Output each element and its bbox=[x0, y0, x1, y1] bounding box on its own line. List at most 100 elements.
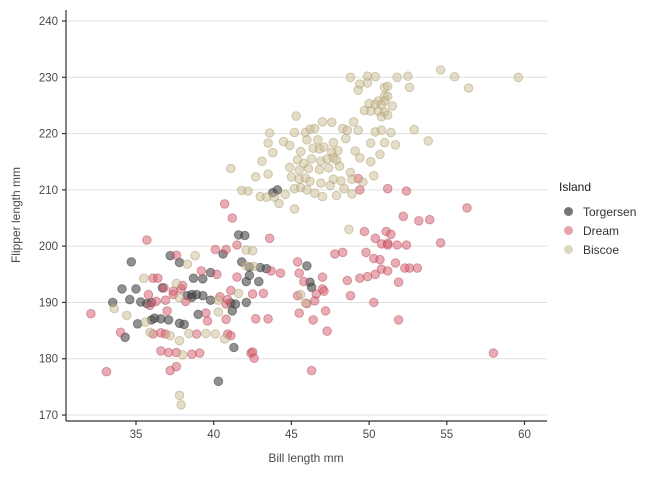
y-tick-label-190: 190 bbox=[39, 297, 58, 309]
data-point-biscoe bbox=[317, 117, 328, 127]
data-point-biscoe bbox=[174, 390, 185, 401]
data-point-dream bbox=[355, 185, 365, 195]
data-point-dream bbox=[299, 276, 309, 287]
data-point-biscoe bbox=[226, 163, 236, 174]
x-tick-label-35: 35 bbox=[130, 429, 143, 441]
data-point-biscoe bbox=[210, 329, 221, 339]
data-point-dream bbox=[191, 329, 202, 339]
data-point-dream bbox=[210, 244, 221, 255]
data-point-biscoe bbox=[309, 188, 320, 198]
data-point-biscoe bbox=[278, 136, 289, 147]
data-point-biscoe bbox=[513, 72, 524, 83]
data-point-biscoe bbox=[365, 156, 376, 167]
data-point-biscoe bbox=[390, 140, 401, 150]
data-point-dream bbox=[392, 240, 402, 250]
data-point-dream bbox=[361, 247, 371, 258]
data-point-biscoe bbox=[355, 153, 365, 163]
data-point-biscoe bbox=[268, 147, 278, 158]
dream-swatch-icon bbox=[564, 226, 573, 235]
data-point-biscoe bbox=[121, 310, 132, 321]
data-point-dream bbox=[375, 254, 385, 265]
data-point-biscoe bbox=[300, 298, 311, 308]
data-point-dream bbox=[153, 273, 163, 284]
data-point-biscoe bbox=[171, 278, 182, 289]
data-point-dream bbox=[337, 247, 348, 258]
data-point-dream bbox=[162, 306, 172, 316]
data-point-dream bbox=[322, 326, 332, 337]
data-point-dream bbox=[145, 300, 155, 311]
data-point-torgersen bbox=[198, 274, 208, 284]
data-point-torgersen bbox=[126, 257, 137, 267]
data-point-dream bbox=[201, 308, 211, 318]
data-point-dream bbox=[115, 327, 126, 338]
data-point-dream bbox=[369, 297, 379, 308]
data-point-dream bbox=[462, 203, 472, 213]
data-point-dream bbox=[320, 306, 331, 316]
data-point-dream bbox=[212, 269, 222, 280]
data-point-torgersen bbox=[132, 319, 143, 329]
data-point-biscoe bbox=[353, 125, 364, 135]
data-point-torgersen bbox=[179, 319, 189, 330]
data-point-torgersen bbox=[240, 230, 250, 241]
legend-item-biscoe: Biscoe bbox=[558, 240, 636, 259]
data-point-biscoe bbox=[341, 133, 351, 144]
data-point-dream bbox=[292, 257, 303, 267]
legend-label-dream: Dream bbox=[583, 223, 620, 238]
data-point-torgersen bbox=[253, 276, 264, 287]
data-point-torgersen bbox=[272, 185, 283, 195]
data-point-biscoe bbox=[463, 83, 474, 93]
data-point-biscoe bbox=[184, 328, 194, 339]
data-point-torgersen bbox=[193, 309, 203, 320]
data-point-biscoe bbox=[140, 317, 151, 328]
data-point-biscoe bbox=[404, 82, 415, 93]
data-point-dream bbox=[151, 296, 161, 307]
y-tick-label-180: 180 bbox=[39, 354, 58, 366]
data-point-biscoe bbox=[243, 186, 253, 196]
data-point-biscoe bbox=[264, 128, 275, 138]
data-point-biscoe bbox=[289, 204, 300, 214]
data-point-torgersen bbox=[188, 273, 199, 284]
data-point-dream bbox=[345, 290, 356, 301]
x-axis-title: Bill length mm bbox=[268, 451, 344, 465]
data-point-biscoe bbox=[174, 293, 185, 303]
data-point-biscoe bbox=[174, 335, 185, 346]
data-point-dream bbox=[401, 240, 412, 250]
data-point-torgersen bbox=[125, 294, 135, 305]
data-point-dream bbox=[187, 349, 197, 360]
data-point-torgersen bbox=[156, 314, 166, 324]
data-point-biscoe bbox=[302, 135, 312, 145]
data-point-biscoe bbox=[295, 289, 306, 300]
data-point-biscoe bbox=[213, 295, 224, 306]
y-tick-label-240: 240 bbox=[39, 16, 58, 28]
data-point-biscoe bbox=[294, 165, 305, 175]
x-tick-label-60: 60 bbox=[518, 429, 531, 441]
data-point-biscoe bbox=[145, 327, 155, 338]
data-point-biscoe bbox=[365, 138, 376, 148]
data-point-dream bbox=[221, 244, 231, 255]
data-point-dream bbox=[142, 235, 152, 245]
data-point-dream bbox=[263, 314, 273, 324]
y-tick-label-200: 200 bbox=[39, 241, 58, 253]
data-point-dream bbox=[226, 285, 236, 296]
data-point-dream bbox=[202, 316, 213, 326]
data-point-biscoe bbox=[353, 85, 364, 95]
data-point-dream bbox=[398, 211, 409, 222]
data-point-biscoe bbox=[325, 180, 336, 191]
legend-item-torgersen: Torgersen bbox=[558, 202, 636, 221]
data-point-dream bbox=[412, 263, 423, 273]
data-point-dream bbox=[319, 286, 329, 297]
data-point-biscoe bbox=[317, 191, 328, 202]
data-point-biscoe bbox=[314, 164, 325, 175]
data-point-dream bbox=[275, 268, 286, 279]
data-point-biscoe bbox=[233, 288, 244, 299]
data-point-dream bbox=[232, 272, 242, 282]
data-point-dream bbox=[362, 271, 373, 282]
data-point-biscoe bbox=[182, 259, 193, 270]
data-point-biscoe bbox=[435, 65, 446, 75]
data-point-biscoe bbox=[347, 174, 357, 184]
data-point-dream bbox=[165, 365, 175, 376]
data-point-biscoe bbox=[333, 145, 343, 156]
data-point-torgersen bbox=[241, 297, 252, 308]
data-point-biscoe bbox=[213, 307, 224, 317]
